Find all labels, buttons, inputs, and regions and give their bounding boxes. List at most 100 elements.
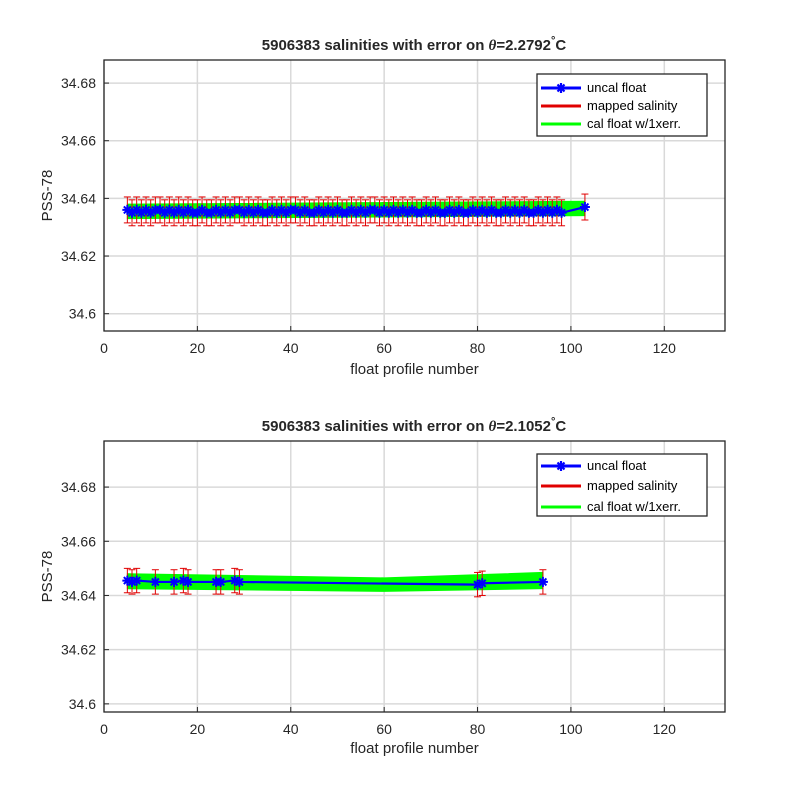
uncal-float-point xyxy=(225,207,236,218)
uncal-float-point xyxy=(239,207,250,218)
uncal-float-point xyxy=(276,204,287,215)
uncal-float-point xyxy=(178,207,189,218)
uncal-float-point xyxy=(295,207,306,218)
uncal-float-point xyxy=(551,204,562,215)
uncal-float-point xyxy=(178,575,189,586)
x-tick-label: 120 xyxy=(653,340,677,356)
legend-label-cal: cal float w/1xerr. xyxy=(587,499,681,514)
uncal-float-point xyxy=(346,204,357,215)
uncal-float-point xyxy=(556,207,567,218)
tick-labels: 0 20 40 60 80 100 120 34.6 34.62 34.64 34.66 34.68 xyxy=(61,479,676,737)
uncal-float-point xyxy=(327,207,338,218)
uncal-float-point xyxy=(206,207,217,218)
uncal-float-point xyxy=(169,207,180,218)
uncal-float-point xyxy=(281,207,292,218)
x-tick-label: 80 xyxy=(470,721,486,737)
uncal-float-point xyxy=(369,204,380,215)
uncal-float-point xyxy=(453,204,464,215)
legend-marker-uncal xyxy=(556,83,566,93)
uncal-float-point xyxy=(313,204,324,215)
chart-title: 5906383 salinities with error on θ=2.105… xyxy=(262,416,567,435)
uncal-float-point xyxy=(388,204,399,215)
x-tick-label: 120 xyxy=(653,721,677,737)
uncal-float-point xyxy=(234,204,245,215)
uncal-float-point xyxy=(136,207,147,218)
y-tick-label: 34.6 xyxy=(69,306,96,322)
uncal-float-point xyxy=(351,207,362,218)
x-tick-label: 40 xyxy=(283,721,299,737)
y-tick-label: 34.64 xyxy=(61,587,96,603)
uncal-float-point xyxy=(145,207,156,218)
uncal-float-point xyxy=(159,207,170,218)
uncal-float-point xyxy=(215,576,226,587)
legend: uncal float mapped salinity cal float w/… xyxy=(536,453,708,517)
uncal-float-point xyxy=(439,207,450,218)
uncal-float-point xyxy=(253,204,264,215)
uncal-float-point xyxy=(155,204,166,215)
y-axis-label: PSS-78 xyxy=(39,170,56,222)
uncal-float-point xyxy=(481,207,492,218)
uncal-float-point xyxy=(318,207,329,218)
tick-labels: 0 20 40 60 80 100 120 34.6 34.62 34.64 34.66 34.68 xyxy=(61,75,676,356)
uncal-float-point xyxy=(355,204,366,215)
uncal-float-point xyxy=(299,204,310,215)
uncal-float-point xyxy=(537,576,548,587)
legend-label-mapped: mapped salinity xyxy=(587,478,678,493)
uncal-float-point xyxy=(416,207,427,218)
uncal-float-point xyxy=(215,207,226,218)
legend-marker-uncal xyxy=(556,461,566,471)
uncal-float-point xyxy=(229,575,240,586)
uncal-float-point xyxy=(579,202,590,213)
uncal-float-point xyxy=(486,204,497,215)
uncal-float-point xyxy=(309,207,320,218)
uncal-float-point xyxy=(271,207,282,218)
uncal-float-point xyxy=(374,207,385,218)
uncal-float-point xyxy=(183,576,194,587)
uncal-float-point xyxy=(267,204,278,215)
uncal-float-point xyxy=(393,207,404,218)
y-tick-label: 34.64 xyxy=(61,190,96,206)
uncal-float-point xyxy=(243,204,254,215)
uncal-float-point xyxy=(421,204,432,215)
uncal-float-point xyxy=(122,575,133,586)
uncal-float-point xyxy=(397,204,408,215)
uncal-float-point xyxy=(444,204,455,215)
y-tick-label: 34.66 xyxy=(61,133,96,149)
x-axis-label: float profile number xyxy=(350,361,478,378)
plot-area xyxy=(122,567,548,598)
uncal-float-point xyxy=(383,207,394,218)
uncal-float-point xyxy=(169,576,180,587)
uncal-float-point xyxy=(150,576,161,587)
y-tick-label: 34.66 xyxy=(61,533,96,549)
y-tick-label: 34.62 xyxy=(61,248,96,264)
top-subplot: 5906383 salinities with error on θ=2.279… xyxy=(39,35,726,378)
uncal-float-point xyxy=(332,204,343,215)
uncal-float-point xyxy=(509,204,520,215)
uncal-float-point xyxy=(164,204,175,215)
y-axis-label: PSS-78 xyxy=(39,551,56,603)
uncal-float-point xyxy=(430,204,441,215)
x-tick-label: 100 xyxy=(559,340,583,356)
uncal-float-point xyxy=(131,575,142,586)
uncal-float-point xyxy=(248,207,259,218)
uncal-float-point xyxy=(505,207,516,218)
uncal-float-point xyxy=(192,207,203,218)
x-tick-label: 80 xyxy=(470,340,486,356)
y-tick-label: 34.6 xyxy=(69,696,96,712)
uncal-float-point xyxy=(472,207,483,218)
x-tick-label: 0 xyxy=(100,721,108,737)
uncal-float-point xyxy=(141,204,152,215)
y-tick-label: 34.62 xyxy=(61,642,96,658)
axes-frame xyxy=(103,440,726,713)
uncal-float-point xyxy=(467,204,478,215)
uncal-float-point xyxy=(495,207,506,218)
uncal-float-point xyxy=(122,204,133,215)
legend-label-cal: cal float w/1xerr. xyxy=(587,116,681,131)
uncal-float-point xyxy=(290,204,301,215)
uncal-float-point xyxy=(127,576,138,587)
x-tick-label: 20 xyxy=(190,340,206,356)
uncal-float-point xyxy=(262,207,273,218)
uncal-float-point xyxy=(514,207,525,218)
plot-area xyxy=(122,193,590,227)
x-axis-label: float profile number xyxy=(350,740,478,757)
